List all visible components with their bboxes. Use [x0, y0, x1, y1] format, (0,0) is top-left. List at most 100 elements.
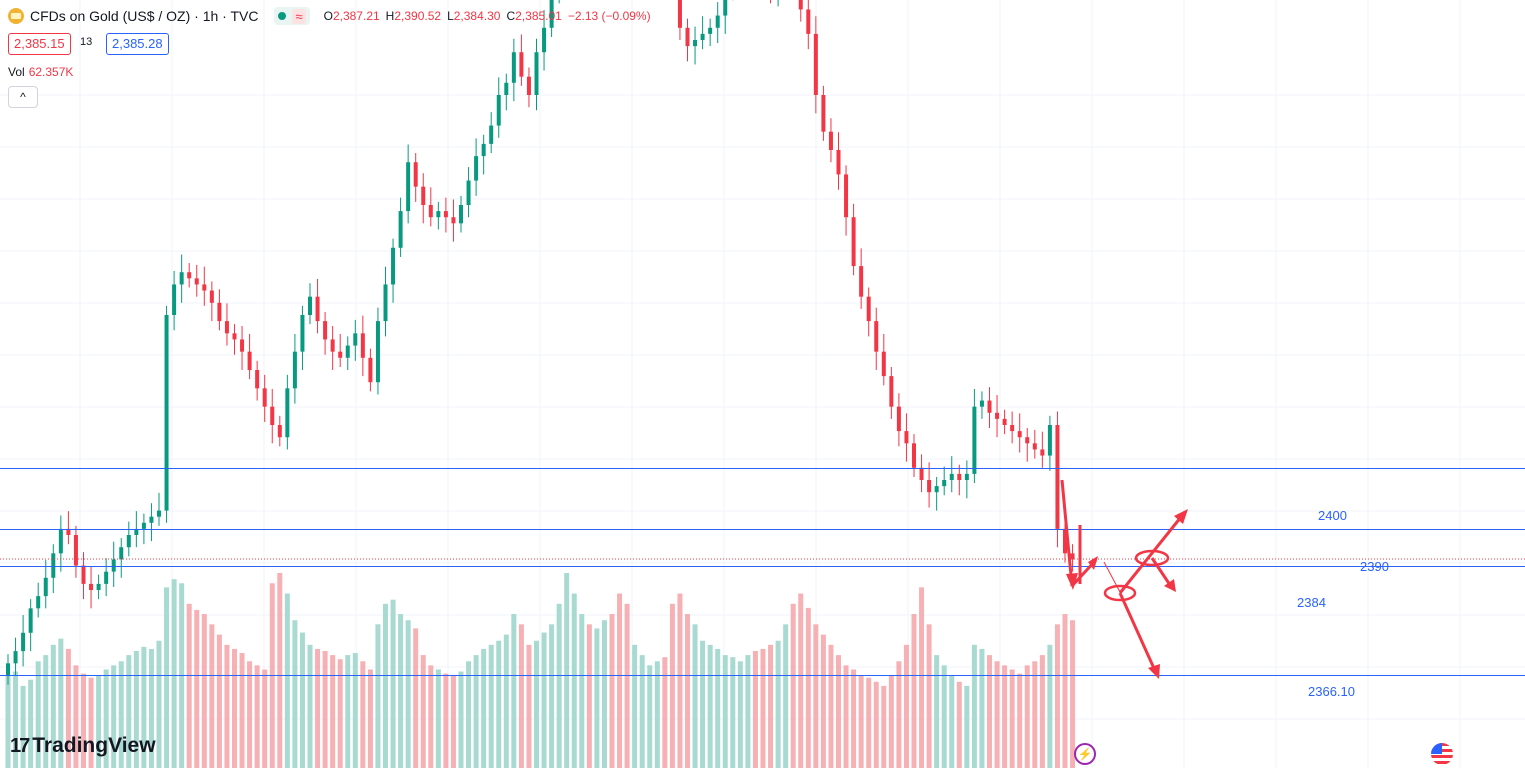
candle-body [66, 528, 71, 535]
volume-bar [81, 673, 86, 768]
volume-bar [768, 644, 774, 768]
candle-body [194, 278, 199, 285]
open-value: O2,387.21 [323, 9, 380, 23]
candle-body [459, 205, 463, 224]
volume-bar [337, 659, 343, 768]
symbol-title[interactable]: CFDs on Gold (US$ / OZ) · 1h · TVC [30, 8, 259, 24]
candle-body [957, 473, 962, 480]
candle-body [232, 333, 237, 340]
volume-bar [103, 669, 109, 768]
candle-body [255, 370, 260, 389]
candle-body [300, 315, 305, 352]
candle-body [881, 351, 886, 377]
candle-body [519, 52, 524, 77]
candle-body [964, 473, 969, 480]
candle-body [700, 33, 705, 40]
up-arrow-long [1118, 511, 1187, 594]
candle-body [1055, 425, 1060, 529]
volume-bar [805, 607, 811, 768]
candle-body [224, 321, 229, 334]
volume-bar [5, 675, 11, 768]
candle-body [813, 33, 818, 95]
volume-bar [730, 657, 736, 768]
volume-bar [1017, 673, 1023, 768]
volume-bar [685, 614, 690, 768]
volume-bar [858, 675, 864, 768]
candle-body [81, 565, 86, 584]
candle-body [247, 351, 252, 370]
candle-body [987, 400, 992, 413]
candle-body [13, 651, 18, 664]
volume-bar [398, 614, 404, 768]
volume-bar [503, 634, 509, 768]
candle-body [489, 125, 494, 144]
candle-body [36, 596, 41, 609]
volume-bar [677, 593, 683, 768]
candle-body [866, 296, 871, 322]
candle-body [360, 333, 365, 358]
arrow-annotations [1060, 479, 1188, 679]
candle-body [164, 315, 169, 511]
volume-bar [1009, 669, 1015, 768]
volume-bar [171, 579, 177, 768]
tradingview-logo[interactable]: 17 TradingView [10, 734, 156, 758]
volume-bar [299, 632, 305, 768]
bid-price-button[interactable]: 2,385.15 [8, 33, 71, 55]
candle-body [912, 443, 916, 468]
volume-bar [481, 648, 487, 768]
lightning-icon[interactable]: ⚡ [1074, 743, 1096, 765]
candle-body [844, 174, 849, 218]
candle-body [89, 583, 94, 590]
short-down-arrow-head [1164, 579, 1176, 592]
candle-body [292, 351, 297, 389]
us-flag-icon[interactable] [1431, 743, 1453, 765]
volume-bar [1047, 644, 1053, 768]
candle-body [919, 467, 924, 480]
volume-bar [35, 661, 41, 768]
candle-body [806, 9, 811, 34]
candle-body [677, 0, 682, 28]
status-pill[interactable]: ≈ [274, 7, 310, 25]
candle-body [927, 480, 932, 493]
volume-legend: Vol 62.357K [8, 65, 73, 79]
candle-body [1032, 443, 1037, 450]
volume-bar [73, 665, 79, 768]
volume-bar [247, 661, 253, 768]
volume-bar [518, 624, 524, 768]
ask-price-button[interactable]: 2,385.28 [106, 33, 169, 55]
volume-bar [556, 603, 562, 768]
volume-bar [390, 599, 396, 768]
volume-bar [851, 669, 857, 768]
candle-body [157, 510, 161, 517]
volume-bar [352, 653, 358, 768]
candle-body [315, 296, 320, 322]
volume-bar [941, 665, 947, 768]
volume-label: Vol [8, 65, 25, 79]
candle-body [141, 522, 146, 529]
volume-bar [783, 624, 789, 768]
volume-bar [435, 669, 441, 768]
volume-bar [209, 624, 215, 768]
volume-bar [43, 655, 49, 768]
candle-body [504, 82, 509, 95]
volume-bar [141, 646, 147, 768]
candle-body [889, 376, 894, 407]
candle-body [534, 52, 539, 95]
candle-body [715, 15, 720, 28]
volume-bar [579, 614, 585, 768]
candle-body [187, 272, 192, 279]
volume-bar [526, 644, 532, 768]
volume-bar [534, 640, 539, 768]
candle-body [821, 95, 826, 132]
volume-bar [473, 655, 479, 768]
volume-bar [58, 638, 64, 768]
collapse-legend-button[interactable]: ^ [8, 86, 38, 108]
volume-bar [458, 671, 464, 768]
market-open-icon [278, 12, 287, 20]
volume-bar [790, 603, 796, 768]
volume-bar [586, 624, 592, 768]
volume-bar [1054, 624, 1060, 768]
candle-body [828, 131, 833, 150]
volume-bar [1039, 655, 1045, 768]
